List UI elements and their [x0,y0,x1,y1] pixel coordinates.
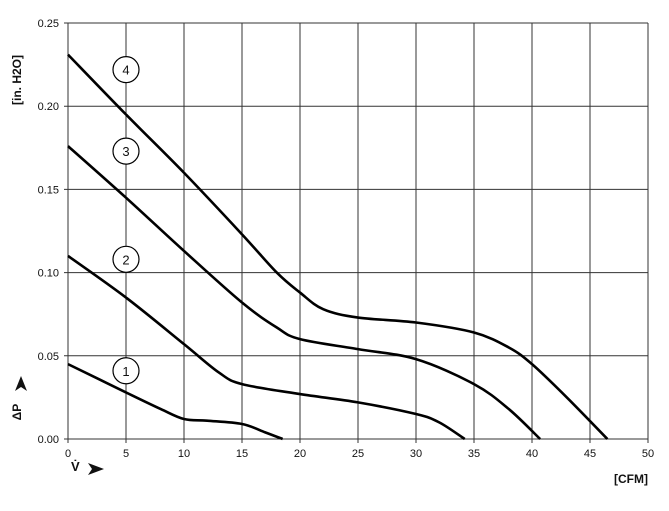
x-tick-label: 0 [65,448,71,460]
curve-labels: 1 2 3 4 [112,55,140,385]
x-tick-label: 5 [123,448,129,460]
y-axis-unit-label: [in. H2O] [10,55,24,105]
y-tick-label: 0.25 [38,18,59,30]
x-tick-label: 25 [352,448,364,460]
x-tick-label: 10 [178,448,190,460]
x-tick-label: 50 [642,448,654,460]
x-tick-label: 35 [468,448,480,460]
x-tick-label: 15 [236,448,248,460]
grid [64,22,649,443]
curve-3 [67,145,542,440]
y-axis-arrow-icon [15,376,27,391]
curve-label-circle [112,137,140,165]
y-tick-label: 0.15 [38,184,59,196]
curve-label-circle [112,55,140,84]
curve-2 [67,254,466,441]
x-axis-arrow-icon [88,463,104,475]
x-tick-label: 40 [526,448,538,460]
curves [67,53,609,441]
x-tick-label: 20 [294,448,306,460]
curve-1 [67,362,284,441]
curve-label-3: 3 [122,144,129,159]
x-tick-label: 30 [410,448,422,460]
y-axis-symbol: ΔP [10,404,24,421]
curve-label-circle [112,245,140,273]
y-tick-label: 0.00 [38,434,59,446]
x-axis-symbol: V̇ [71,459,80,474]
curve-label-4: 4 [122,63,129,78]
y-tick-label: 0.10 [38,268,59,280]
curve-4 [67,53,609,440]
curve-label-1: 1 [122,364,129,379]
y-tick-label: 0.20 [38,101,59,113]
tick-labels: 0 5 10 15 20 25 30 35 40 45 50 0.00 0.05 0.10 0.15 0.20… [38,18,655,460]
curve-label-2: 2 [122,252,129,267]
x-tick-label: 45 [584,448,596,460]
x-axis-unit-label: [CFM] [614,472,648,486]
curve-label-circle [112,357,140,385]
y-tick-label: 0.05 [38,351,59,363]
